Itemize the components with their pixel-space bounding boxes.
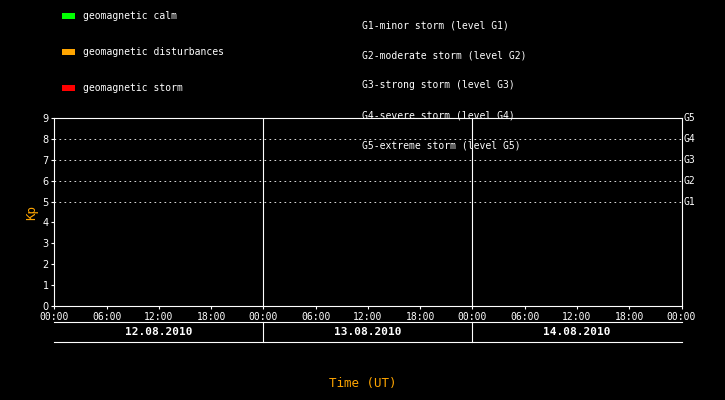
Text: G1-minor storm (level G1): G1-minor storm (level G1) [362,20,510,30]
Text: G2: G2 [684,176,695,186]
Text: 14.08.2010: 14.08.2010 [543,327,610,337]
Text: G5-extreme storm (level G5): G5-extreme storm (level G5) [362,140,521,150]
Text: 13.08.2010: 13.08.2010 [334,327,402,337]
Text: geomagnetic disturbances: geomagnetic disturbances [83,47,224,57]
Y-axis label: Kp: Kp [25,204,38,220]
Text: 12.08.2010: 12.08.2010 [125,327,193,337]
Text: G3-strong storm (level G3): G3-strong storm (level G3) [362,80,515,90]
Text: geomagnetic storm: geomagnetic storm [83,83,183,93]
Text: G4-severe storm (level G4): G4-severe storm (level G4) [362,110,515,120]
Text: G3: G3 [684,155,695,165]
Text: Time (UT): Time (UT) [328,377,397,390]
Text: G2-moderate storm (level G2): G2-moderate storm (level G2) [362,50,527,60]
Text: G4: G4 [684,134,695,144]
Text: G5: G5 [684,113,695,123]
Text: geomagnetic calm: geomagnetic calm [83,11,178,21]
Text: G1: G1 [684,196,695,206]
